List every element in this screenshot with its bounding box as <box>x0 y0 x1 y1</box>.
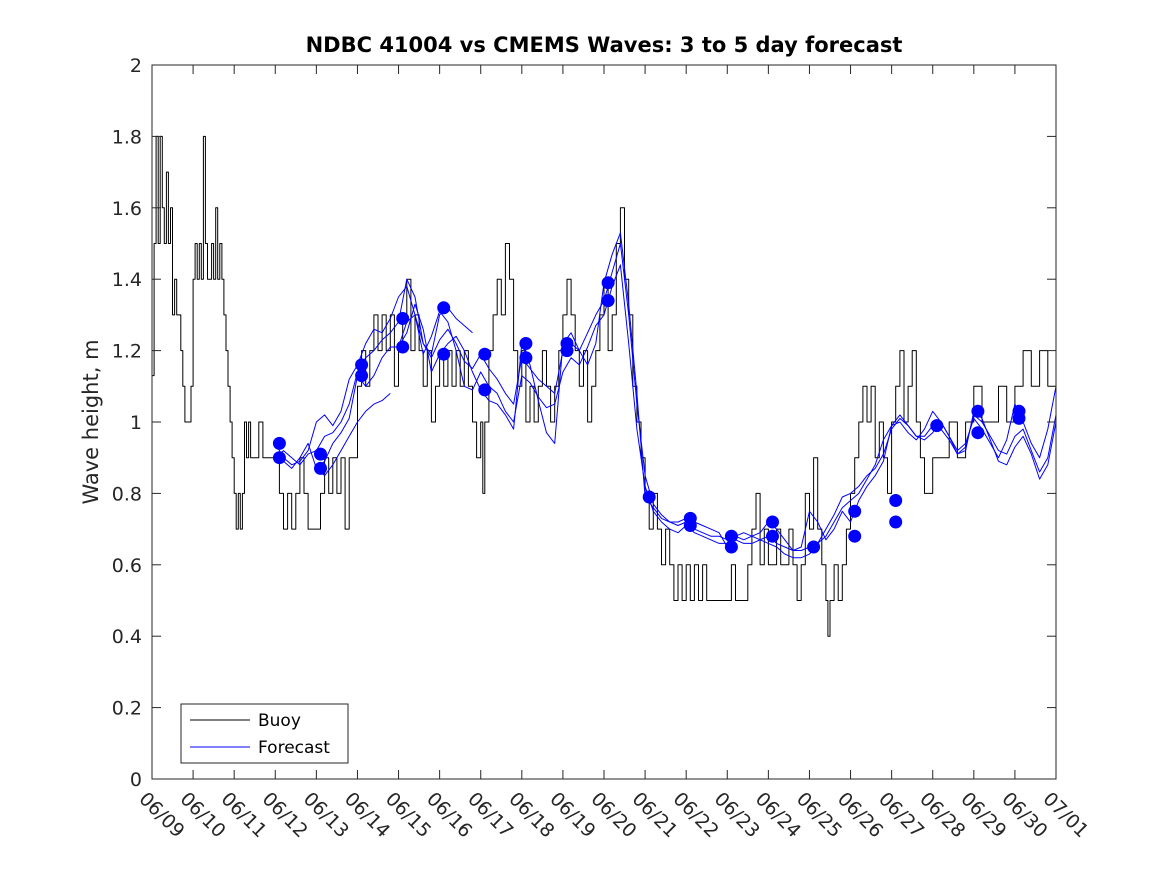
buoy-series-line <box>152 135 1056 637</box>
y-tick-label-3: 0.6 <box>112 555 142 577</box>
marker-layer <box>272 276 1026 554</box>
forecast-marker-25 <box>807 540 821 554</box>
y-tick-label-0: 0 <box>130 769 142 791</box>
legend-box <box>180 703 349 764</box>
forecast-series-line-5 <box>398 307 473 355</box>
forecast-marker-2 <box>314 447 327 461</box>
y-tick-label-9: 1.8 <box>112 126 142 148</box>
y-axis-label: Wave height, m <box>79 339 103 504</box>
y-tick-label-6: 1.2 <box>112 341 142 363</box>
forecast-marker-17 <box>601 294 615 308</box>
forecast-marker-26 <box>848 504 862 518</box>
forecast-series-line-2 <box>274 264 1056 559</box>
forecast-marker-27 <box>848 529 862 543</box>
y-tick-label-4: 0.8 <box>112 483 142 505</box>
forecast-marker-0 <box>272 436 286 450</box>
forecast-marker-21 <box>724 529 738 543</box>
forecast-marker-24 <box>766 529 779 543</box>
forecast-marker-11 <box>478 383 492 397</box>
y-tick-label-8: 1.6 <box>112 198 142 220</box>
series-layer <box>152 135 1056 637</box>
forecast-marker-12 <box>519 337 533 350</box>
forecast-marker-3 <box>314 461 327 475</box>
forecast-series-line-1 <box>274 243 1056 551</box>
forecast-marker-13 <box>519 351 533 365</box>
y-tick-label-10: 2 <box>130 55 142 77</box>
forecast-marker-1 <box>272 451 286 465</box>
forecast-marker-22 <box>724 540 738 554</box>
y-tick-label-2: 0.4 <box>112 626 142 648</box>
forecast-marker-28 <box>889 494 903 507</box>
forecast-marker-8 <box>437 301 451 315</box>
y-tick-label-1: 0.2 <box>112 698 142 720</box>
forecast-marker-16 <box>601 276 615 290</box>
forecast-marker-30 <box>930 419 944 433</box>
forecast-marker-31 <box>971 404 985 418</box>
legend-forecast-label: Forecast <box>258 738 330 758</box>
forecast-marker-18 <box>642 490 656 504</box>
forecast-marker-5 <box>355 369 369 383</box>
y-tick-label-5: 1 <box>130 412 142 434</box>
forecast-marker-32 <box>971 426 985 440</box>
forecast-marker-6 <box>396 312 410 325</box>
chart-title: NDBC 41004 vs CMEMS Waves: 3 to 5 day fo… <box>306 33 903 57</box>
legend: Buoy Forecast <box>180 703 349 764</box>
ticks-layer <box>151 64 1057 780</box>
forecast-marker-9 <box>437 347 451 361</box>
forecast-series-line-3 <box>274 232 1056 551</box>
forecast-marker-34 <box>1012 411 1026 425</box>
legend-buoy-label: Buoy <box>258 711 301 731</box>
y-tick-labels: 0 0.2 0.4 0.6 0.8 1 1.2 1.4 1.6 1.8 2 <box>112 55 142 791</box>
forecast-marker-7 <box>396 340 410 354</box>
forecast-marker-29 <box>889 515 903 529</box>
forecast-marker-15 <box>560 344 574 358</box>
forecast-marker-10 <box>478 347 492 361</box>
forecast-series-line-4 <box>316 393 391 477</box>
forecast-marker-23 <box>766 515 779 529</box>
forecast-marker-20 <box>683 519 697 532</box>
y-tick-label-7: 1.4 <box>112 269 142 291</box>
forecast-marker-4 <box>355 358 369 372</box>
